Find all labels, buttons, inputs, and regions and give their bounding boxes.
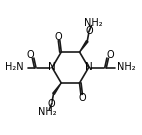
Text: NH₂: NH₂ (38, 107, 57, 117)
Polygon shape (53, 83, 61, 94)
Text: NH₂: NH₂ (117, 63, 136, 72)
Text: N: N (48, 63, 56, 72)
Text: O: O (107, 50, 114, 60)
Text: O: O (78, 93, 86, 103)
Polygon shape (80, 41, 88, 52)
Text: O: O (27, 50, 34, 60)
Text: O: O (85, 26, 93, 36)
Text: O: O (55, 32, 62, 42)
Text: H₂N: H₂N (5, 63, 23, 72)
Text: O: O (48, 99, 55, 109)
Text: NH₂: NH₂ (84, 18, 102, 28)
Text: N: N (85, 63, 92, 72)
